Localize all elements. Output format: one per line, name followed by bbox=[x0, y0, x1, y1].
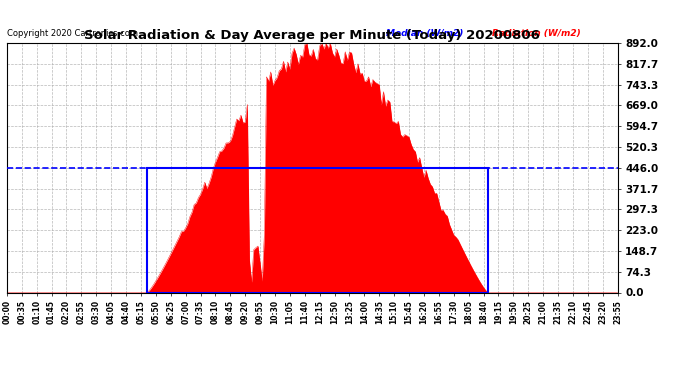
Bar bbox=[148, 168, 488, 292]
Title: Solar Radiation & Day Average per Minute (Today) 20200806: Solar Radiation & Day Average per Minute… bbox=[84, 29, 540, 42]
Text: Median (W/m2): Median (W/m2) bbox=[386, 29, 463, 38]
Text: Copyright 2020 Cartronics.com: Copyright 2020 Cartronics.com bbox=[7, 29, 138, 38]
Text: Radiation (W/m2): Radiation (W/m2) bbox=[493, 29, 581, 38]
